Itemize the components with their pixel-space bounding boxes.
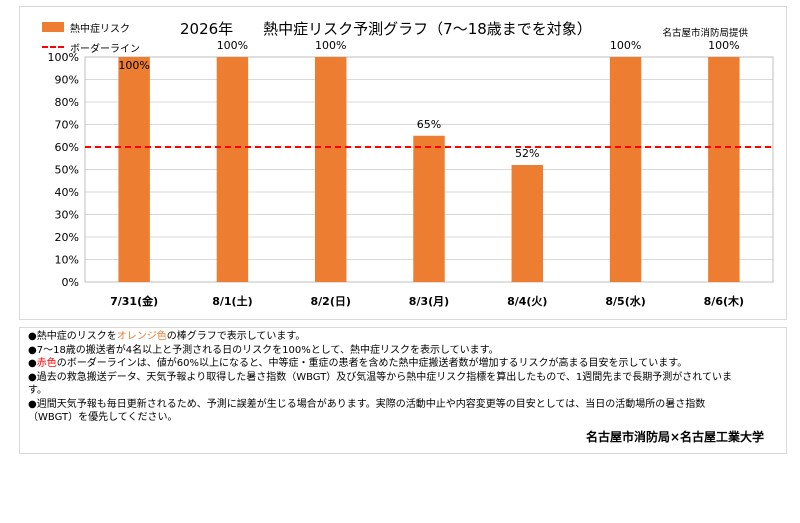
legend-bar-swatch bbox=[42, 22, 64, 32]
chart-frame: 0% 10% 20% 30% 40% 50% 60% 70% 80% 90% 100% 100% 7/3… bbox=[19, 6, 787, 320]
legend-item-border: ボーダーライン bbox=[42, 37, 140, 57]
note-3-post: のボーダーラインは、値が60%以上になると、中等症・重症の患者を含めた熱中症搬送… bbox=[56, 358, 688, 369]
legend-line-swatch bbox=[42, 46, 64, 48]
note-line-6: ●週間天気予報も毎日更新されるため、予測に誤差が生じる場合があります。実際の活動… bbox=[28, 398, 706, 410]
y-tick-label: 10% bbox=[55, 254, 79, 267]
bar bbox=[314, 57, 347, 282]
risk-bar-chart: 0% 10% 20% 30% 40% 50% 60% 70% 80% 90% 100% 100% 7/3… bbox=[48, 39, 774, 308]
x-tick-label: 8/2(日) bbox=[311, 295, 351, 308]
y-tick-label: 60% bbox=[55, 141, 79, 154]
note-line-4: ●過去の救急搬送データ、天気予報より取得した暑さ指数（WBGT）及び気温等から熱… bbox=[28, 371, 732, 383]
data-label: 100% bbox=[315, 39, 346, 52]
note-1-post: の棒グラフで表示しています。 bbox=[166, 331, 306, 342]
credit-label: 名古屋市消防局×名古屋工業大学 bbox=[585, 430, 764, 444]
note-3-pre: ● bbox=[28, 358, 37, 369]
note-line-7: （WBGT）を優先してください。 bbox=[28, 412, 178, 423]
note-1-pre: ●熱中症のリスクを bbox=[28, 331, 117, 342]
data-label: 100% bbox=[708, 39, 739, 52]
y-tick-label: 90% bbox=[55, 74, 79, 87]
data-label: 100% bbox=[610, 39, 641, 52]
x-tick-label: 8/1(土) bbox=[212, 294, 252, 308]
y-tick-label: 0% bbox=[62, 276, 79, 289]
x-tick-label: 7/31(金) bbox=[110, 294, 158, 308]
note-line-3: ●赤色のボーダーラインは、値が60%以上になると、中等症・重症の患者を含めた熱中… bbox=[28, 357, 778, 371]
bar bbox=[511, 165, 544, 282]
note-line-2: ●7～18歳の搬送者が4名以上と予測される日のリスクを100%として、熱中症リス… bbox=[28, 344, 499, 356]
y-tick-label: 70% bbox=[55, 119, 79, 132]
note-line-1: ●熱中症のリスクをオレンジ色の棒グラフで表示しています。 bbox=[28, 330, 778, 344]
bar bbox=[708, 57, 740, 282]
x-tick-label: 8/4(火) bbox=[507, 295, 547, 308]
chart-title: 2026年 熱中症リスク予測グラフ（7～18歳までを対象） bbox=[180, 20, 592, 38]
data-label: 100% bbox=[217, 39, 248, 52]
legend-border-label: ボーダーライン bbox=[70, 43, 140, 55]
y-tick-label: 30% bbox=[55, 209, 79, 222]
data-label: 65% bbox=[417, 118, 441, 131]
bar bbox=[413, 135, 445, 282]
note-3-highlight: 赤色 bbox=[36, 358, 57, 369]
data-label: 52% bbox=[515, 147, 539, 160]
y-tick-label: 20% bbox=[55, 231, 79, 244]
bar bbox=[609, 57, 642, 282]
y-tick-label: 100% bbox=[48, 51, 79, 64]
note-line-5: す。 bbox=[28, 385, 47, 396]
x-tick-label: 8/6(木) bbox=[704, 294, 744, 308]
y-tick-label: 40% bbox=[55, 186, 79, 199]
notes-box: ●熱中症のリスクをオレンジ色の棒グラフで表示しています。 ●7～18歳の搬送者が… bbox=[19, 327, 787, 454]
legend-item-risk: 熱中症リスク bbox=[42, 17, 140, 37]
y-tick-label: 50% bbox=[55, 164, 79, 177]
bar bbox=[216, 57, 249, 282]
y-tick-label: 80% bbox=[55, 96, 79, 109]
note-1-highlight: オレンジ色 bbox=[116, 331, 167, 342]
legend: 熱中症リスク ボーダーライン bbox=[42, 17, 140, 57]
legend-risk-label: 熱中症リスク bbox=[70, 23, 130, 35]
x-tick-label: 8/3(月) bbox=[409, 295, 449, 308]
bar bbox=[118, 57, 150, 282]
provider-label: 名古屋市消防局提供 bbox=[662, 28, 748, 39]
x-tick-label: 8/5(水) bbox=[605, 294, 645, 308]
data-label: 100% bbox=[118, 59, 149, 72]
